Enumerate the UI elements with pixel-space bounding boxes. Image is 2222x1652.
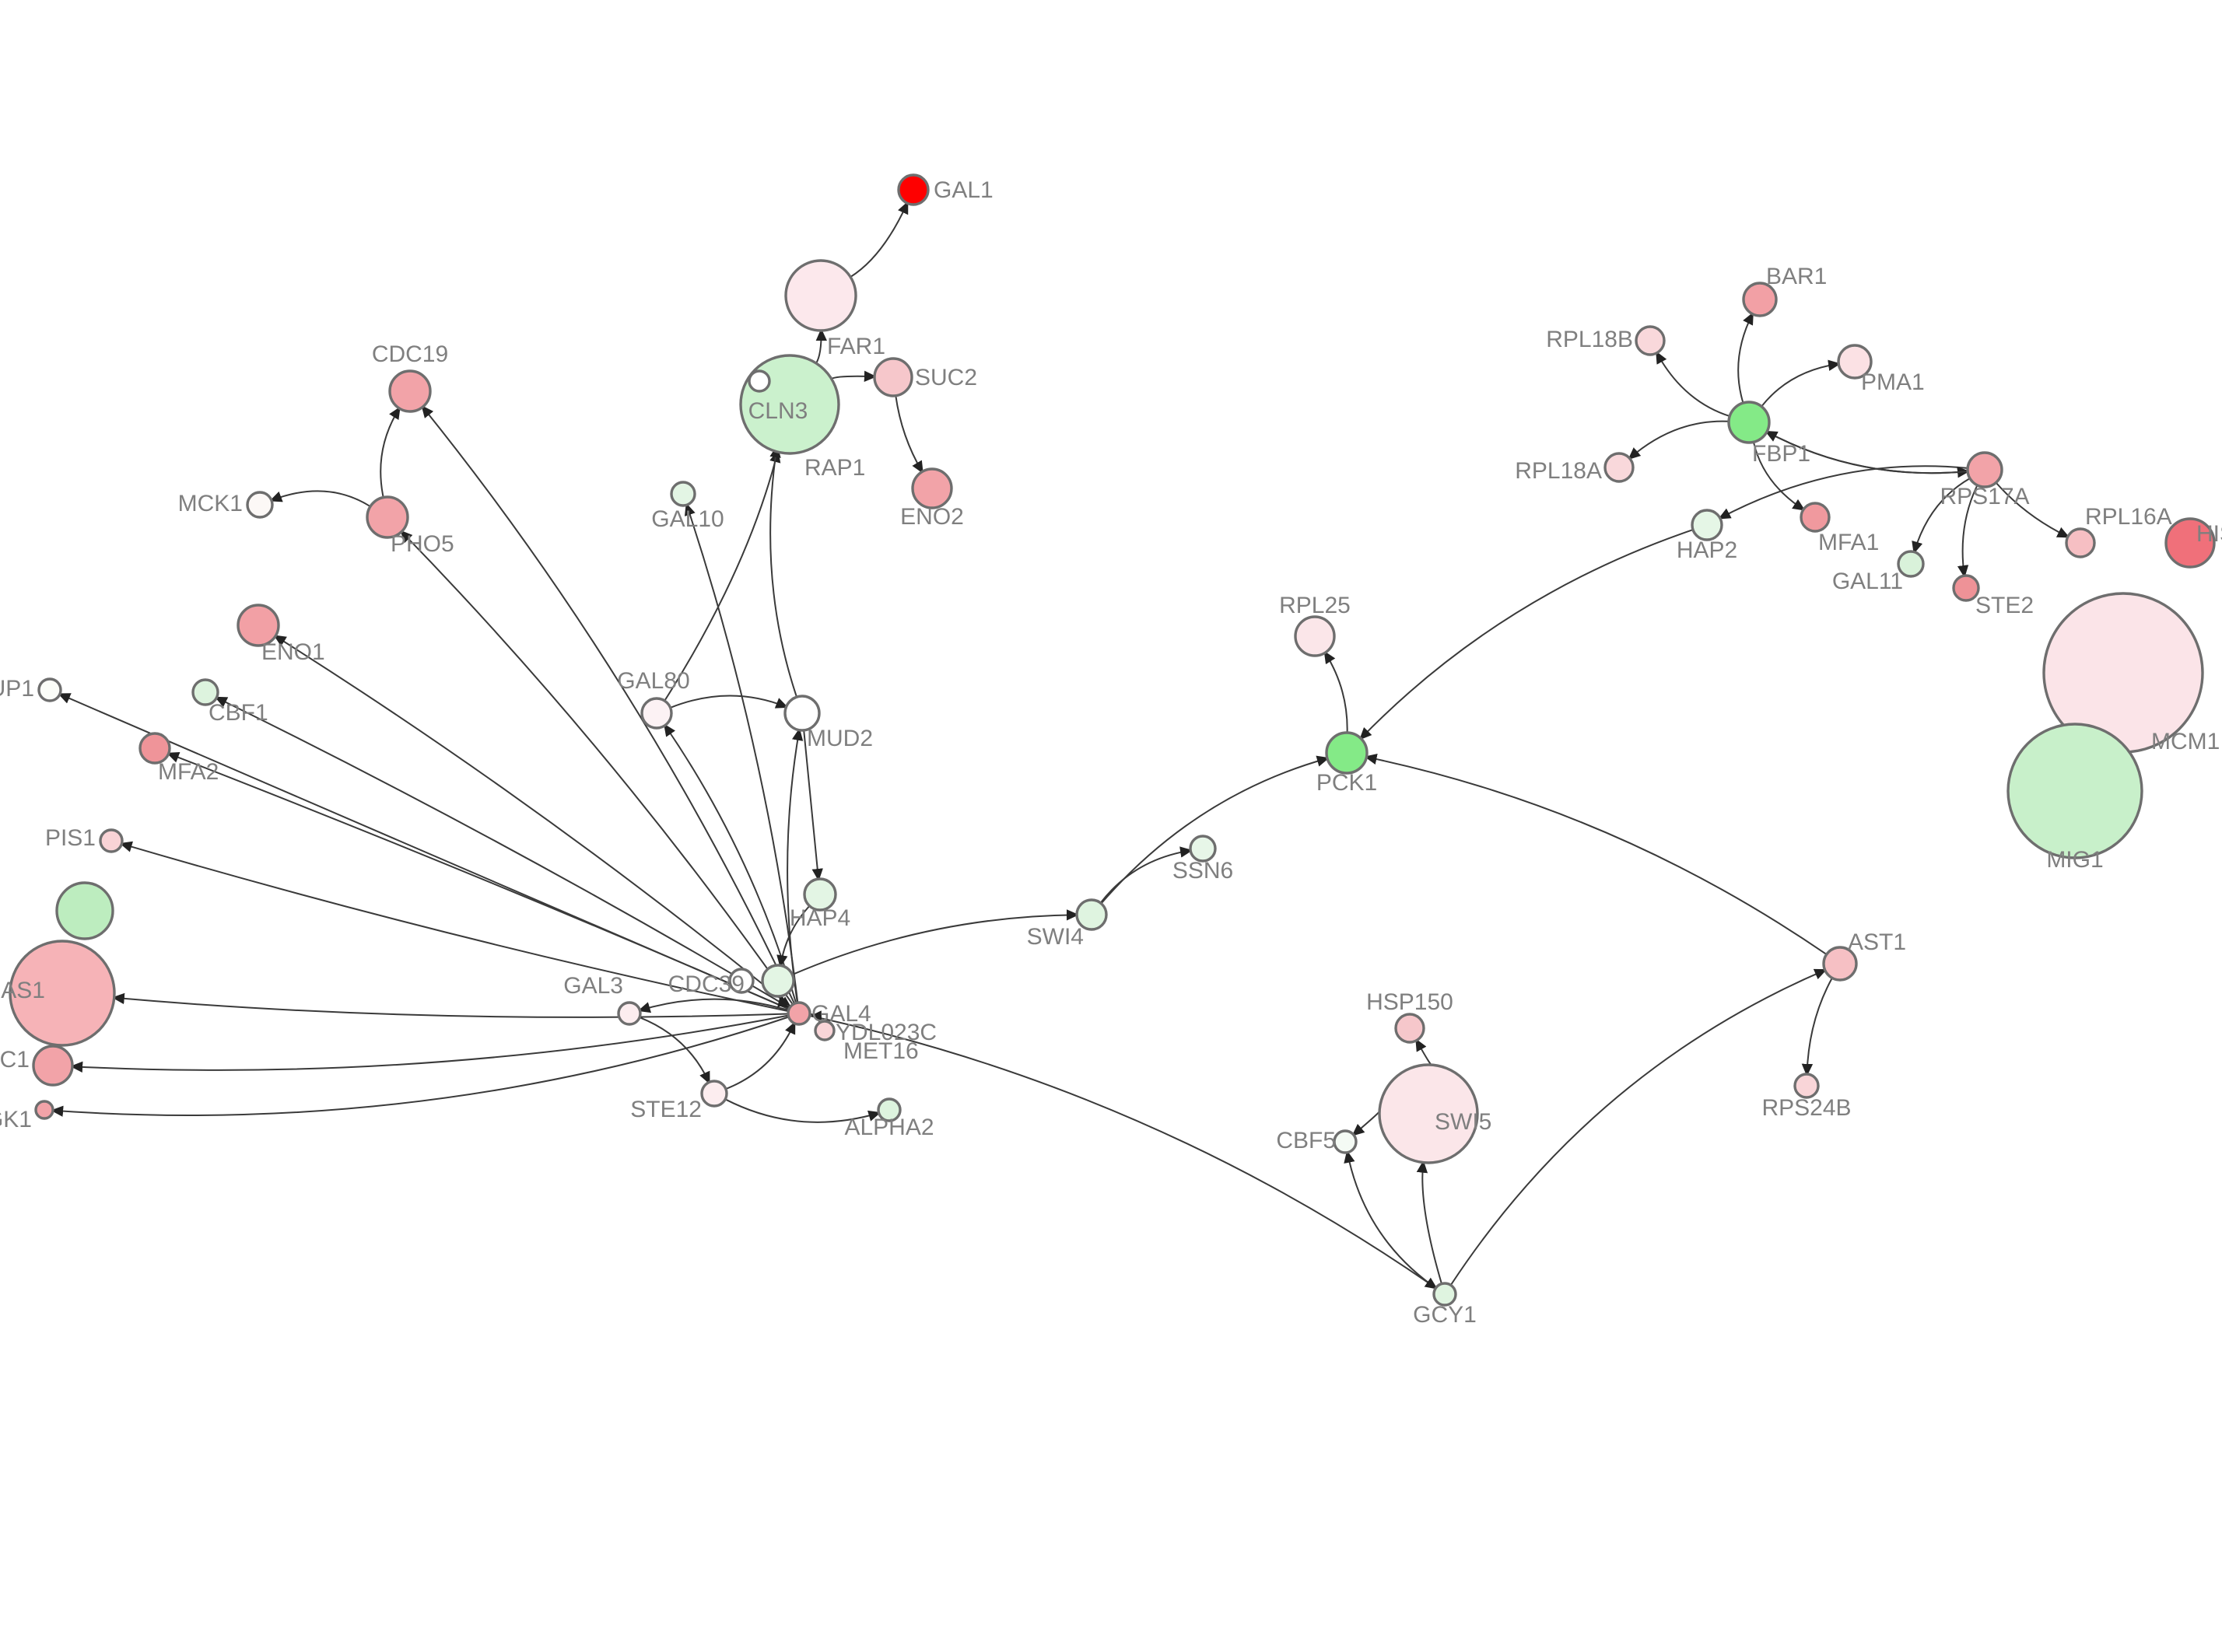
svg-text:CBF1: CBF1	[209, 700, 268, 726]
svg-text:RPS17A: RPS17A	[1940, 484, 2029, 509]
svg-text:MUD2: MUD2	[807, 726, 873, 751]
svg-text:RAS1: RAS1	[0, 978, 45, 1003]
svg-text:MCK1: MCK1	[178, 491, 243, 516]
svg-text:RPL18B: RPL18B	[1546, 327, 1633, 352]
svg-text:MIG1: MIG1	[2046, 847, 2103, 873]
svg-text:AST1: AST1	[1848, 929, 1906, 955]
svg-text:RPL25: RPL25	[1279, 593, 1351, 618]
svg-text:GAL10: GAL10	[651, 506, 724, 532]
svg-text:MFA2: MFA2	[158, 759, 219, 785]
svg-text:MFA1: MFA1	[1818, 530, 1879, 555]
svg-text:HIS4: HIS4	[2196, 521, 2222, 547]
svg-text:ENO1: ENO1	[261, 639, 325, 665]
svg-text:MCM1: MCM1	[2151, 729, 2220, 754]
svg-text:RPS24B: RPS24B	[1761, 1095, 1851, 1121]
svg-text:MET16: MET16	[843, 1038, 919, 1064]
svg-text:STE2: STE2	[1975, 593, 2034, 618]
svg-text:TUP1: TUP1	[0, 676, 34, 702]
svg-text:RPL18A: RPL18A	[1515, 458, 1602, 484]
svg-text:SUC2: SUC2	[915, 365, 977, 390]
svg-text:FAR1: FAR1	[827, 334, 885, 359]
svg-text:RAP1: RAP1	[804, 455, 865, 481]
svg-text:CDC39: CDC39	[668, 971, 745, 997]
svg-text:HAP2: HAP2	[1677, 537, 1737, 563]
svg-text:GAL3: GAL3	[563, 973, 623, 999]
svg-text:ENO2: ENO2	[900, 504, 964, 530]
svg-text:ALPHA2: ALPHA2	[844, 1115, 934, 1140]
svg-text:PHO5: PHO5	[391, 531, 454, 557]
svg-text:PCK1: PCK1	[1316, 770, 1377, 796]
svg-text:SWI5: SWI5	[1435, 1109, 1491, 1135]
svg-text:GAL80: GAL80	[617, 668, 689, 694]
svg-text:RPL16A: RPL16A	[2085, 504, 2172, 530]
svg-text:CBF5: CBF5	[1276, 1128, 1336, 1153]
svg-text:HSP150: HSP150	[1366, 989, 1453, 1015]
svg-text:PMA1: PMA1	[1861, 369, 1925, 395]
svg-text:GAL1: GAL1	[934, 177, 994, 203]
svg-text:STE12: STE12	[630, 1097, 702, 1122]
svg-text:GCY1: GCY1	[1413, 1302, 1477, 1328]
svg-text:GAL11: GAL11	[1832, 569, 1903, 594]
svg-text:FBP1: FBP1	[1752, 441, 1810, 467]
svg-text:PIS1: PIS1	[45, 825, 96, 851]
svg-text:CLN3: CLN3	[748, 398, 808, 424]
svg-text:PDC1: PDC1	[0, 1047, 30, 1073]
svg-text:HAP4: HAP4	[790, 905, 850, 931]
svg-text:CDC19: CDC19	[372, 341, 448, 367]
svg-text:SWI4: SWI4	[1027, 924, 1084, 950]
svg-text:PGK1: PGK1	[0, 1107, 32, 1132]
svg-text:BAR1: BAR1	[1766, 264, 1827, 289]
svg-text:SSN6: SSN6	[1172, 858, 1233, 884]
